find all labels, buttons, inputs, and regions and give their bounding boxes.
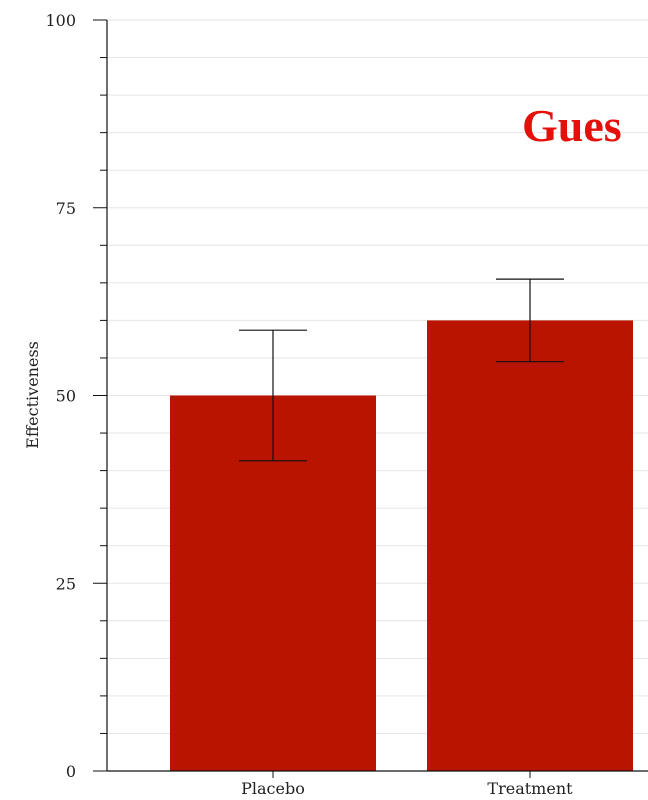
x-tick-label-placebo: Placebo bbox=[241, 779, 305, 798]
x-axis: Placebo Treatment bbox=[107, 770, 648, 798]
overlay-title-text: Gues bbox=[522, 100, 622, 151]
y-tick-label: 0 bbox=[66, 762, 76, 781]
error-bars bbox=[239, 278, 564, 462]
y-tick-label: 50 bbox=[56, 387, 76, 406]
x-tick-label-treatment: Treatment bbox=[487, 779, 573, 798]
y-axis-label: Effectiveness bbox=[23, 341, 42, 449]
y-axis: 0 25 50 75 100 bbox=[45, 11, 108, 781]
y-tick-label: 75 bbox=[56, 199, 76, 218]
y-tick-label: 25 bbox=[56, 574, 76, 593]
bar-treatment bbox=[427, 320, 633, 771]
y-tick-label: 100 bbox=[45, 11, 76, 30]
